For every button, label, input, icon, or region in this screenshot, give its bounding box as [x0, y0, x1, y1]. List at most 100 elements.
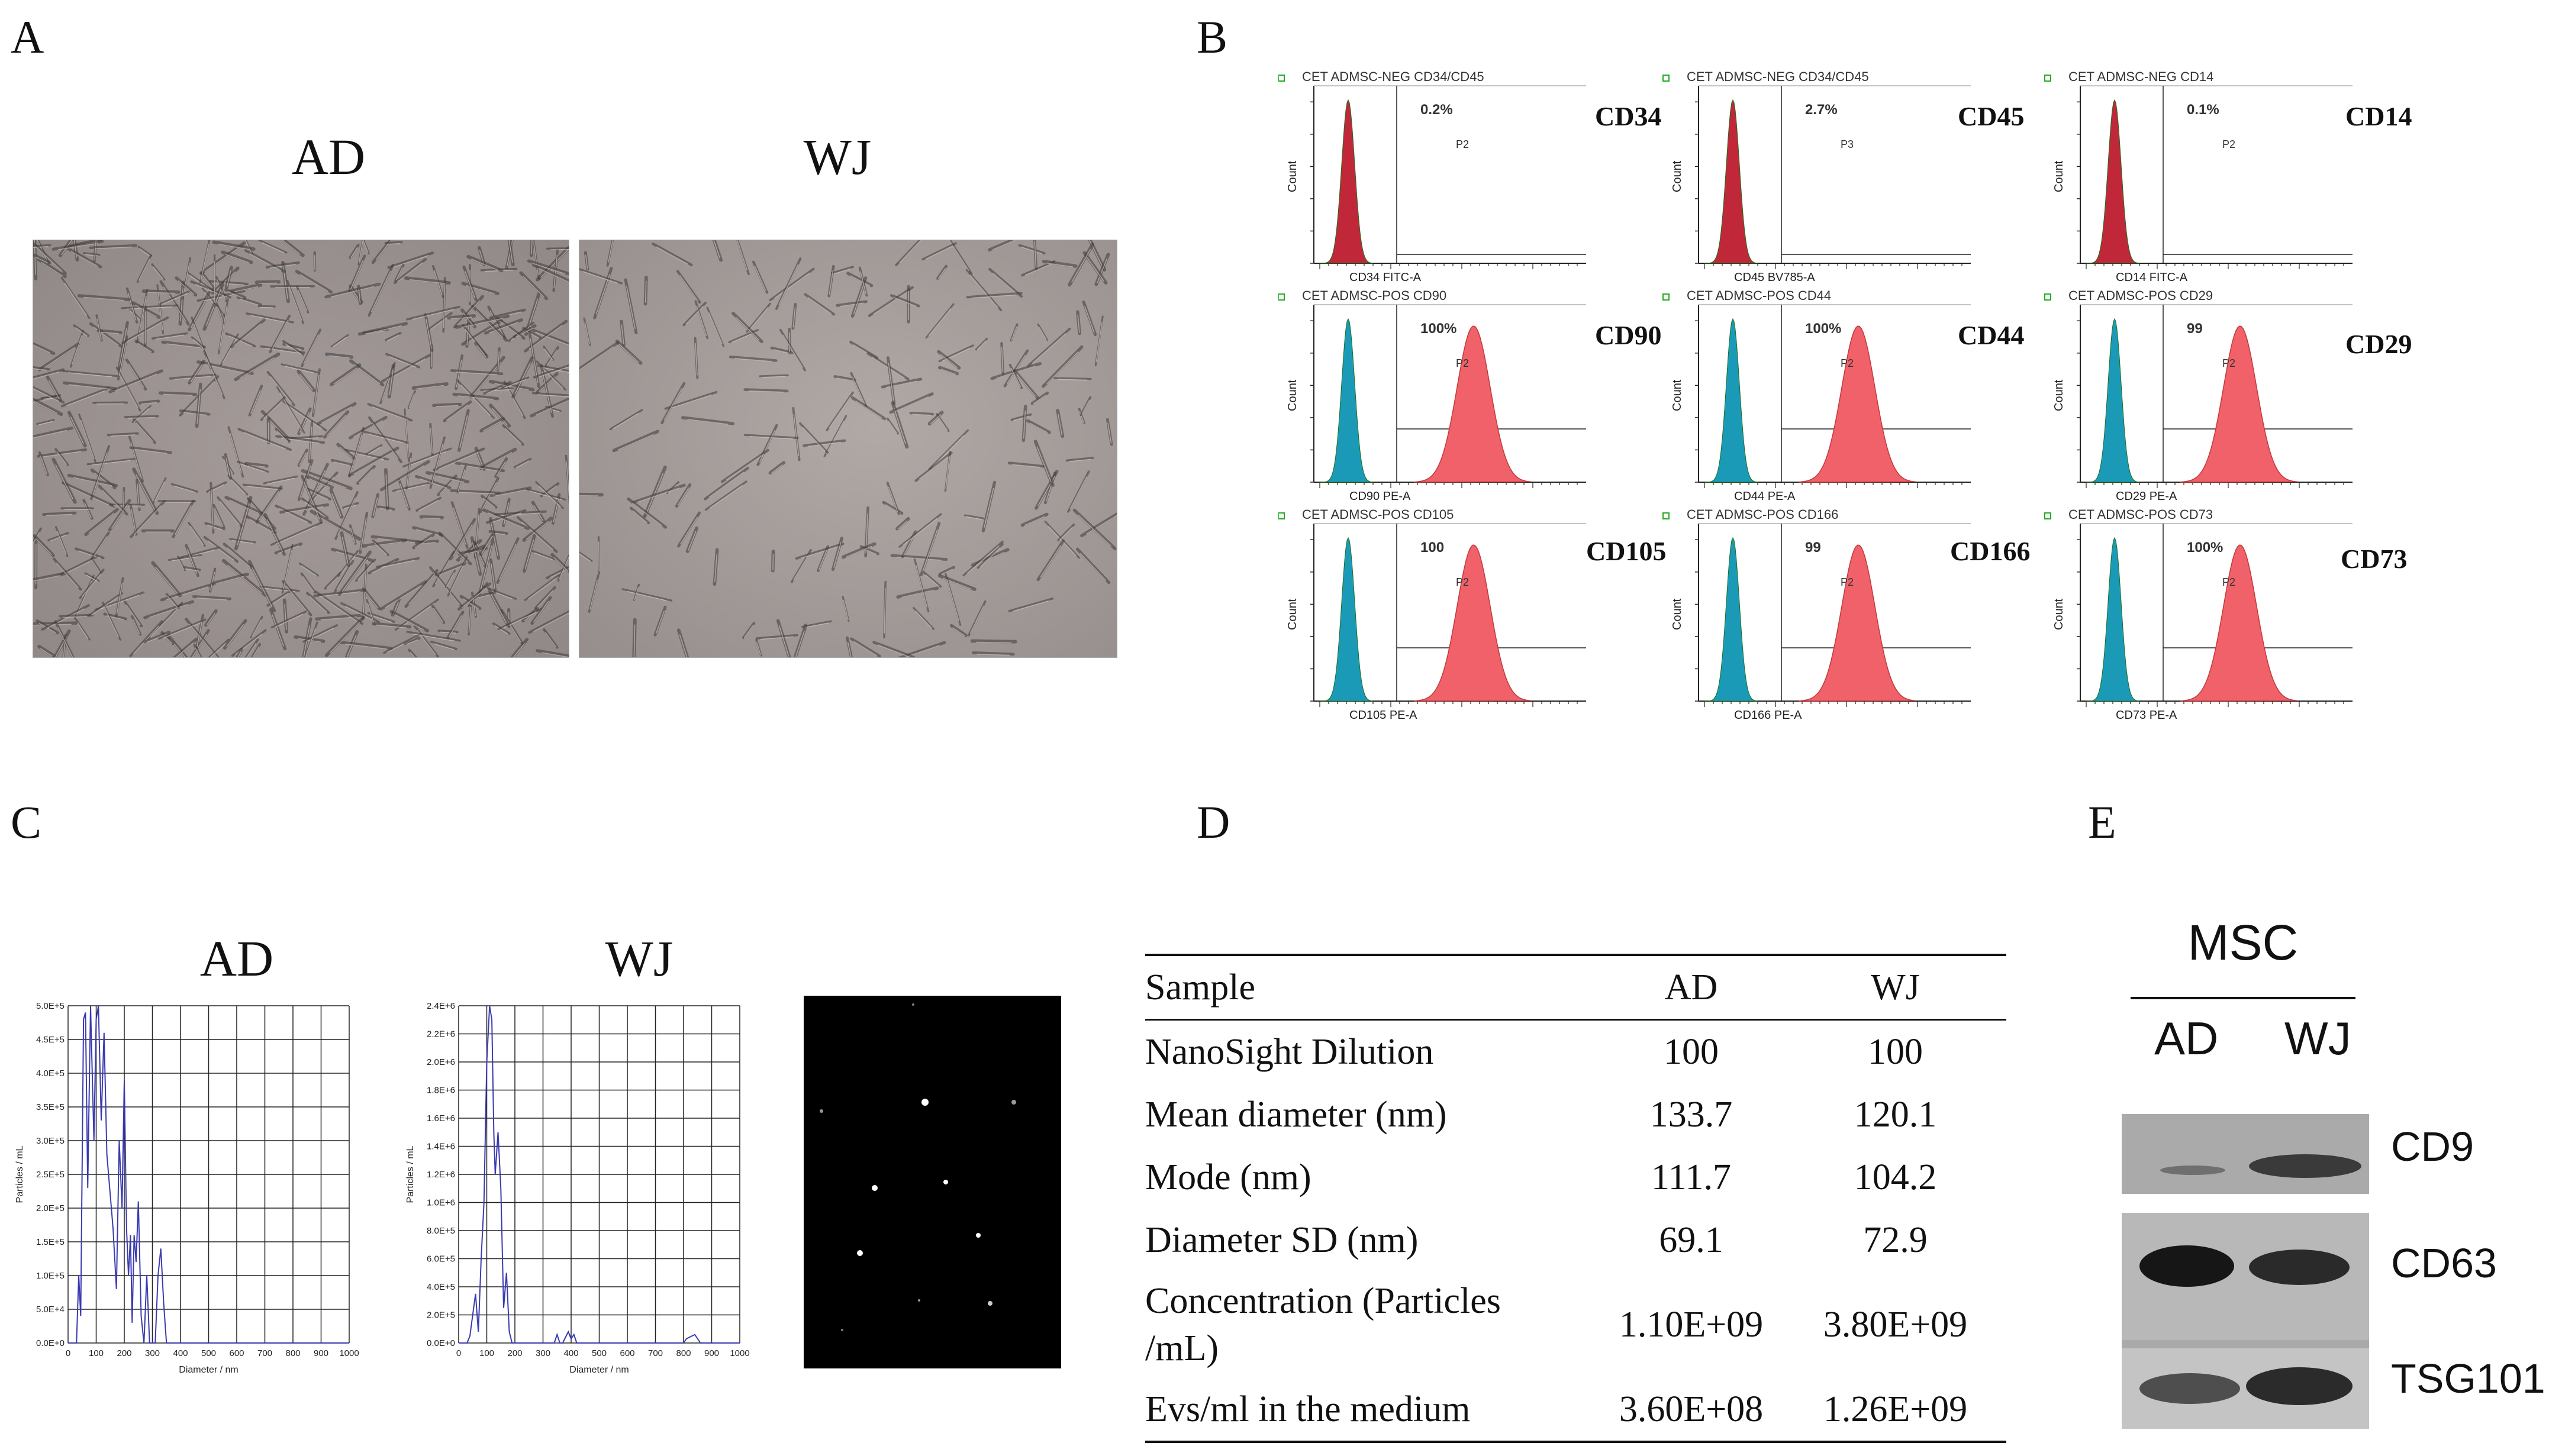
cell-mark	[202, 282, 225, 331]
cell-mark	[155, 567, 178, 594]
cell-mark	[62, 370, 118, 377]
cell-mark	[37, 644, 56, 657]
flow-green-marker	[2044, 293, 2051, 301]
cell-mark	[376, 624, 407, 628]
cell-mark	[33, 368, 47, 371]
cell-mark	[941, 569, 953, 575]
cell-mark	[1058, 414, 1063, 435]
cell-mark	[833, 268, 852, 275]
cell-mark	[46, 375, 62, 402]
flow-control-peak	[1704, 318, 1758, 483]
cell-mark	[579, 268, 623, 285]
cell-mark	[553, 557, 569, 572]
cell-mark	[524, 540, 534, 570]
cell-mark	[613, 412, 639, 430]
cell-mark	[320, 596, 358, 622]
cell-mark	[350, 528, 356, 544]
cell-mark	[370, 270, 391, 312]
flow-histogram-cd14: CET ADMSC-NEG CD14 Count CD14 FITC-A 0.1% P2	[2044, 69, 2353, 284]
cell-mark	[446, 404, 469, 421]
cell-mark	[992, 240, 1016, 250]
cell-mark	[66, 390, 105, 406]
cell-mark	[128, 363, 144, 388]
cell-mark	[1033, 395, 1046, 404]
flow-histogram-cd166: CET ADMSC-POS CD166 Count CD166 PE-A 99 P2	[1662, 507, 1971, 722]
cell-mark	[752, 260, 769, 294]
cell-mark	[1034, 240, 1037, 267]
cell-mark	[348, 415, 388, 440]
cell-mark	[1095, 322, 1103, 363]
cell-mark	[850, 637, 881, 657]
cell-mark	[473, 362, 501, 395]
cell-mark	[70, 251, 98, 267]
cell-mark	[178, 280, 195, 295]
cell-mark	[1084, 306, 1095, 333]
cell-mark	[456, 372, 498, 375]
cell-mark	[632, 510, 647, 524]
cell-mark	[189, 624, 217, 657]
cell-mark	[749, 390, 784, 393]
cell-mark	[258, 240, 288, 254]
cell-mark	[263, 475, 298, 485]
cell-mark	[1078, 515, 1111, 547]
cell-mark	[92, 452, 108, 496]
cell-mark	[1023, 410, 1026, 439]
cell-mark	[86, 457, 136, 466]
cell-mark	[939, 566, 955, 576]
cell-mark	[473, 341, 489, 359]
cell-mark	[397, 262, 423, 282]
cell-mark	[925, 303, 955, 339]
cell-mark	[75, 547, 105, 560]
flow-histogram-cd45: CET ADMSC-NEG CD34/CD45 Count CD45 BV785-A…	[1662, 69, 1971, 284]
cell-mark	[363, 570, 366, 615]
cell-mark	[137, 246, 153, 257]
cell-mark	[598, 541, 600, 572]
cell-mark	[275, 614, 303, 628]
cell-mark	[46, 514, 73, 516]
cell-mark	[538, 267, 569, 283]
cell-mark	[928, 429, 969, 470]
cell-mark	[807, 441, 842, 447]
flow-percent: 100%	[1420, 321, 1456, 337]
flow-histogram-cd34: CET ADMSC-NEG CD34/CD45 Count CD34 FITC-A 0…	[1278, 69, 1586, 284]
cell-mark	[873, 290, 909, 315]
cell-mark	[457, 300, 481, 326]
cell-mark	[252, 646, 260, 657]
cell-mark	[125, 604, 140, 625]
cell-mark	[152, 477, 167, 503]
cell-mark	[1081, 399, 1090, 415]
table-cell: 1.26E+09	[1823, 1389, 1968, 1429]
cell-mark	[484, 452, 513, 468]
cell-mark	[894, 396, 929, 412]
cell-mark	[341, 557, 368, 592]
cell-mark	[33, 386, 65, 404]
cell-mark	[69, 384, 111, 390]
cell-mark	[542, 371, 552, 413]
cell-mark	[314, 590, 364, 625]
cell-mark	[63, 559, 94, 575]
cell-mark	[1077, 315, 1080, 333]
cell-mark	[926, 246, 953, 260]
cell-mark	[688, 531, 697, 551]
cell-mark	[315, 515, 355, 538]
flow-histogram-cd44: CET ADMSC-POS CD44 Count CD44 PE-A 100% P2	[1662, 288, 1971, 503]
cell-mark	[456, 379, 495, 419]
cell-mark	[234, 286, 259, 292]
cell-mark	[945, 456, 950, 489]
cell-mark	[167, 634, 189, 657]
nta-series-line	[459, 1005, 740, 1344]
nta-ytick-label: 2.0E+5	[427, 1310, 455, 1321]
nta-ad-title: AD	[199, 930, 274, 987]
cell-mark	[141, 289, 181, 294]
nta-xtick-label: 300	[536, 1348, 550, 1358]
cell-mark	[977, 340, 987, 350]
western-header: MSC	[2187, 915, 2299, 970]
cell-mark	[230, 478, 246, 495]
flow-histogram-cd29: CET ADMSC-POS CD29 Count CD29 PE-A 99 P2	[2044, 288, 2353, 503]
cell-mark	[248, 385, 263, 417]
cell-mark	[367, 541, 402, 547]
cell-mark	[276, 386, 305, 434]
flow-percent: 0.2%	[1420, 102, 1453, 118]
cell-mark	[898, 513, 942, 548]
cell-mark	[266, 370, 295, 406]
